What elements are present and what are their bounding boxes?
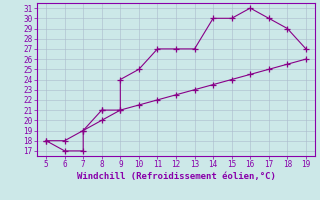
X-axis label: Windchill (Refroidissement éolien,°C): Windchill (Refroidissement éolien,°C) bbox=[76, 172, 276, 181]
